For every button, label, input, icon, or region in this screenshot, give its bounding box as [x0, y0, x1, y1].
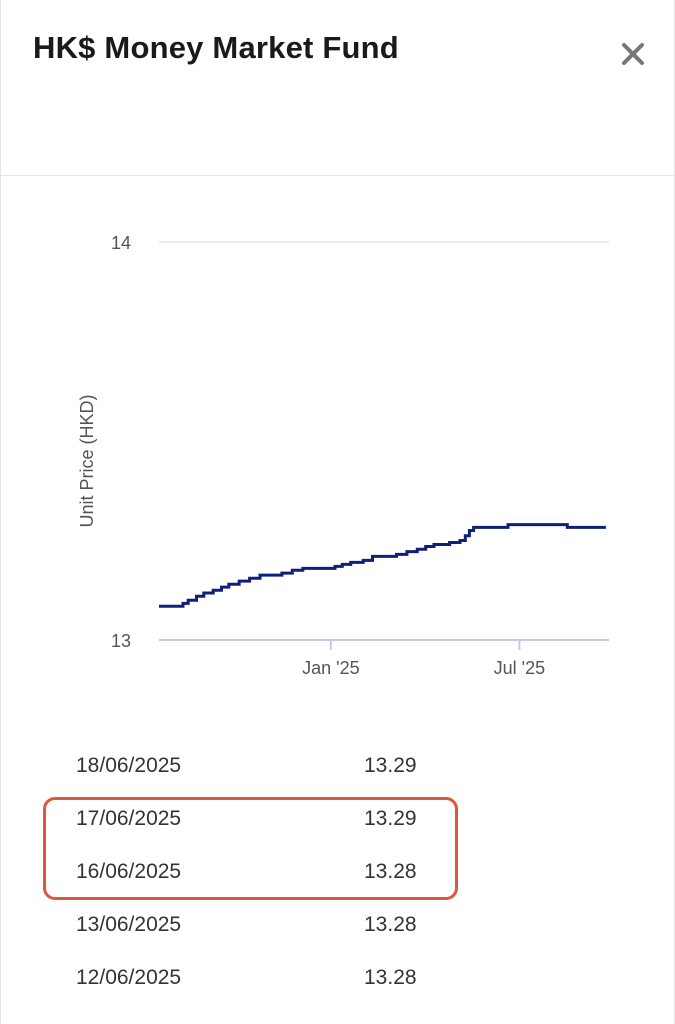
- price-date: 12/06/2025: [76, 966, 182, 989]
- table-row: 16/06/2025 13.28: [1, 846, 675, 899]
- unit-price: 13.29: [364, 754, 417, 777]
- close-icon: [622, 43, 644, 65]
- y-tick-label: 13: [111, 631, 131, 651]
- price-date: 16/06/2025: [76, 860, 182, 883]
- y-tick-label: 14: [111, 233, 131, 253]
- price-date: 17/06/2025: [76, 807, 182, 830]
- close-button[interactable]: [613, 34, 649, 70]
- panel-header: HK$ Money Market Fund: [1, 0, 675, 176]
- unit-price: 13.28: [364, 966, 417, 989]
- table-row: 18/06/2025 13.29: [1, 740, 675, 793]
- price-chart[interactable]: 14 13 Jan '25 Jul '25 Unit Price (HKD): [1, 176, 675, 716]
- price-date: 18/06/2025: [76, 754, 182, 777]
- x-tick-label: Jan '25: [302, 658, 359, 678]
- price-chart-svg: 14 13 Jan '25 Jul '25 Unit Price (HKD): [77, 233, 609, 678]
- page-title: HK$ Money Market Fund: [33, 30, 399, 65]
- unit-price: 13.29: [364, 807, 417, 830]
- x-tick-label: Jul '25: [494, 658, 545, 678]
- price-date: 13/06/2025: [76, 913, 182, 936]
- unit-price: 13.28: [364, 913, 417, 936]
- table-row: 12/06/2025 13.28: [1, 952, 675, 1005]
- table-row: 17/06/2025 13.29: [1, 793, 675, 846]
- y-axis-label: Unit Price (HKD): [77, 394, 97, 527]
- table-row: 13/06/2025 13.28: [1, 899, 675, 952]
- unit-price: 13.28: [364, 860, 417, 883]
- price-series-line: [159, 523, 606, 608]
